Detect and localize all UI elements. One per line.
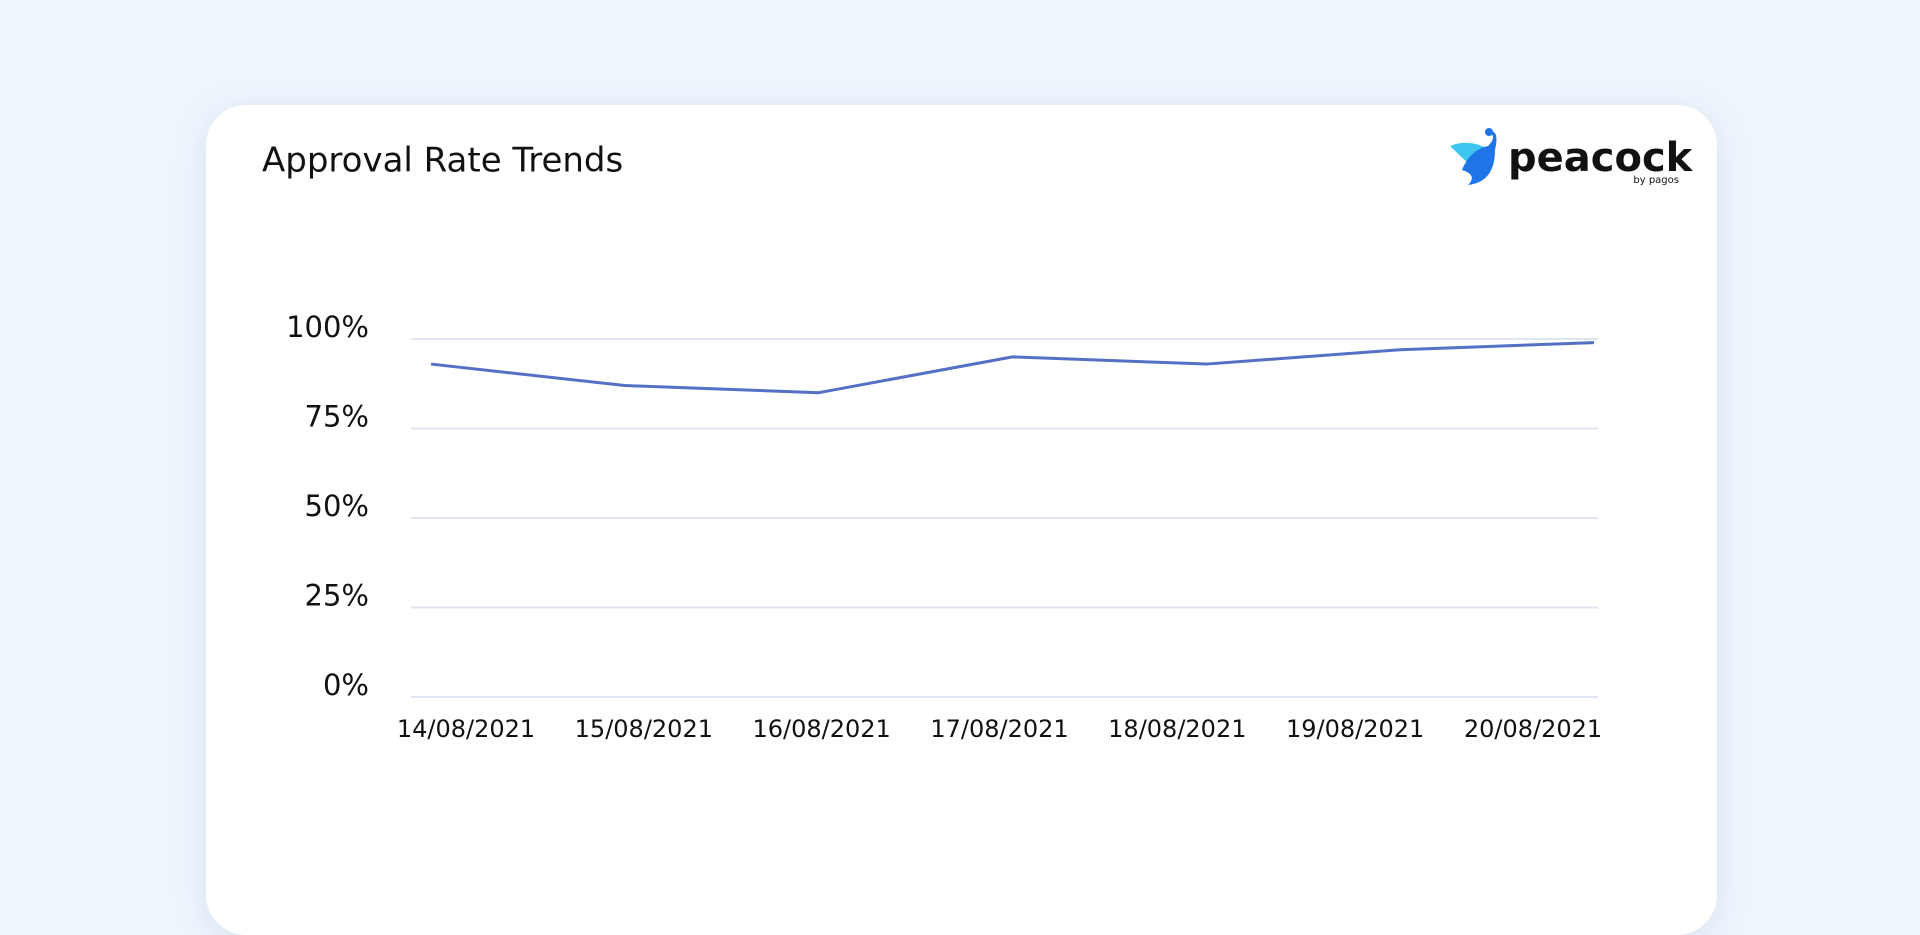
x-tick-label: 19/08/2021 <box>1286 715 1424 743</box>
x-tick-label: 18/08/2021 <box>1108 715 1246 743</box>
chart-title: Approval Rate Trends <box>262 141 623 181</box>
chart: Approval Rate Trends peacock by pagos 0%… <box>262 128 1694 743</box>
x-tick-label: 15/08/2021 <box>575 715 713 743</box>
x-tick-label: 17/08/2021 <box>930 715 1068 743</box>
y-tick-label: 50% <box>305 489 369 523</box>
y-tick-label: 100% <box>286 310 369 344</box>
line <box>430 341 1595 395</box>
y-tick-label: 0% <box>323 668 369 702</box>
y-tick-label: 25% <box>305 579 369 613</box>
x-tick-label: 16/08/2021 <box>753 715 891 743</box>
x-tick-label: 14/08/2021 <box>397 715 535 743</box>
logo-icon <box>1450 128 1497 185</box>
brand-sub: by pagos <box>1633 175 1679 186</box>
page: Approval Rate Trends peacock by pagos 0%… <box>206 105 1717 935</box>
x-tick-label: 20/08/2021 <box>1464 715 1602 743</box>
brand: peacock <box>1508 135 1694 181</box>
card <box>206 105 1717 935</box>
y-tick-label: 75% <box>305 400 369 434</box>
